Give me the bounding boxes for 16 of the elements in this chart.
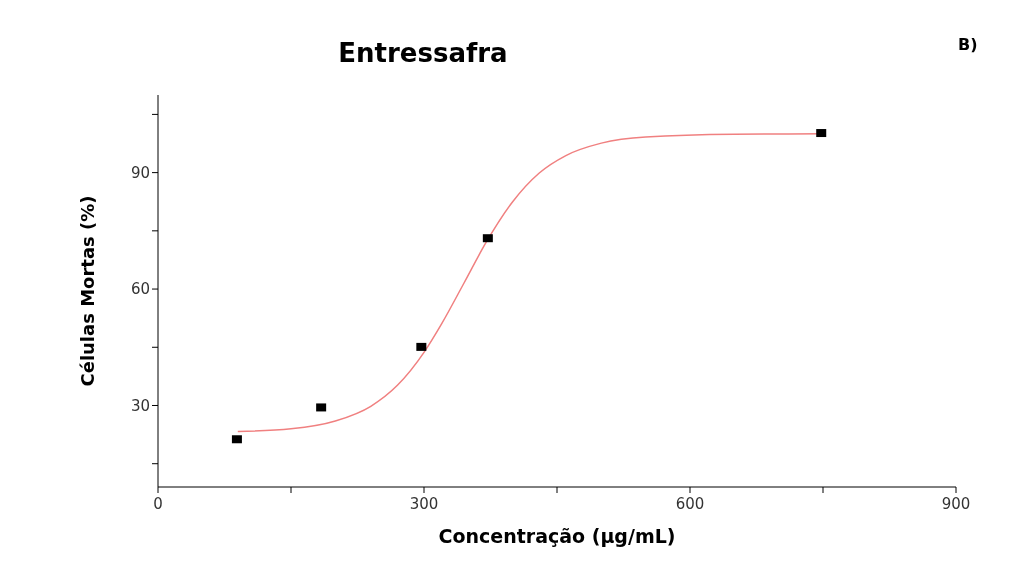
x-axis-title: Concentração (µg/mL) <box>438 525 676 547</box>
x-tick-label: 300 <box>409 495 439 513</box>
chart-title: Entressafra <box>337 38 509 68</box>
x-tick-label: 0 <box>153 495 163 513</box>
text: B) <box>958 35 978 54</box>
point <box>231 435 242 444</box>
x-tick-label: 900 <box>941 495 971 513</box>
point <box>316 403 327 412</box>
x-tick-label: 600 <box>675 495 705 513</box>
point <box>416 342 427 351</box>
y-axis-title: Células Mortas (%) <box>77 195 99 387</box>
point <box>482 234 493 243</box>
y-tick-label: 60 <box>130 280 150 299</box>
y-tick-label: 90 <box>130 163 150 182</box>
point <box>816 129 827 138</box>
y-tick-label: 30 <box>130 396 150 415</box>
